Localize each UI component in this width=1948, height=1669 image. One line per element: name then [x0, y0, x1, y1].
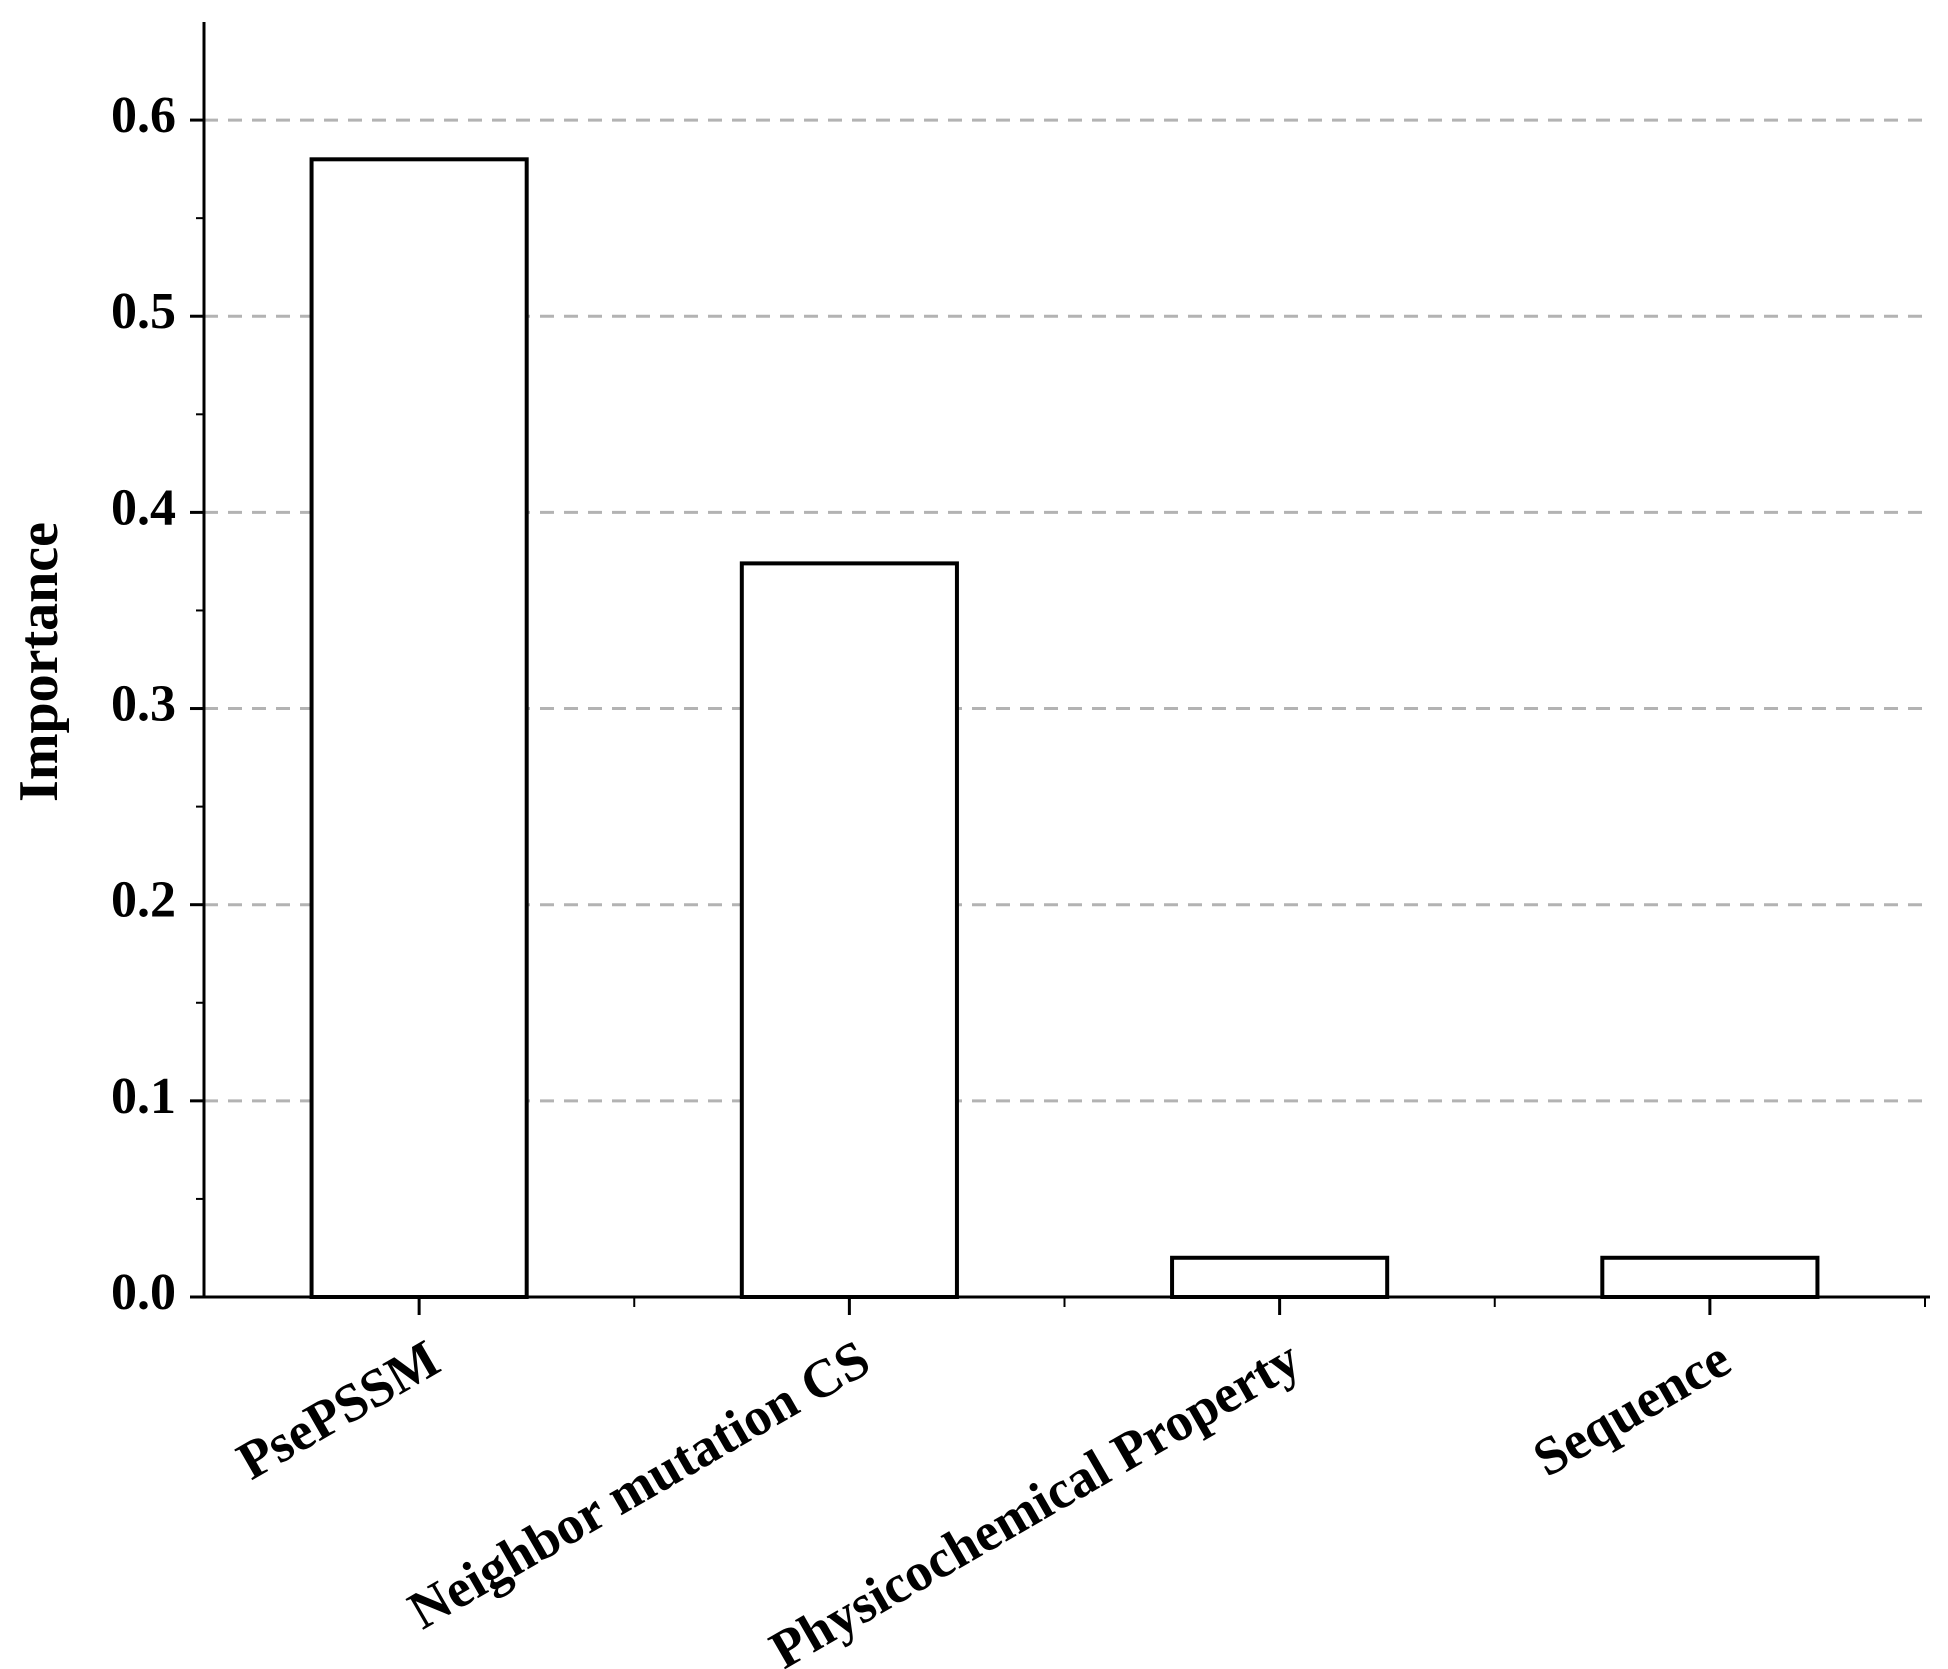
x-tick-label: Sequence: [1523, 1328, 1740, 1488]
y-tick-label: 0.1: [111, 1068, 176, 1125]
y-axis-label: Importance: [8, 522, 70, 802]
y-tick-label: 0.2: [111, 872, 176, 929]
x-tick-label: Neighbor mutation CS: [398, 1328, 879, 1641]
y-tick-label: 0.3: [111, 675, 176, 732]
y-tick-label: 0.5: [111, 283, 176, 340]
bar: [739, 561, 959, 1299]
x-tick-label: PsePSSM: [227, 1328, 449, 1491]
bar: [1170, 1255, 1390, 1300]
y-tick-label: 0.6: [111, 87, 176, 144]
y-tick-label: 0.4: [111, 479, 176, 536]
bar: [309, 157, 529, 1299]
y-tick-label: 0.0: [111, 1264, 176, 1321]
bar: [1600, 1255, 1820, 1300]
